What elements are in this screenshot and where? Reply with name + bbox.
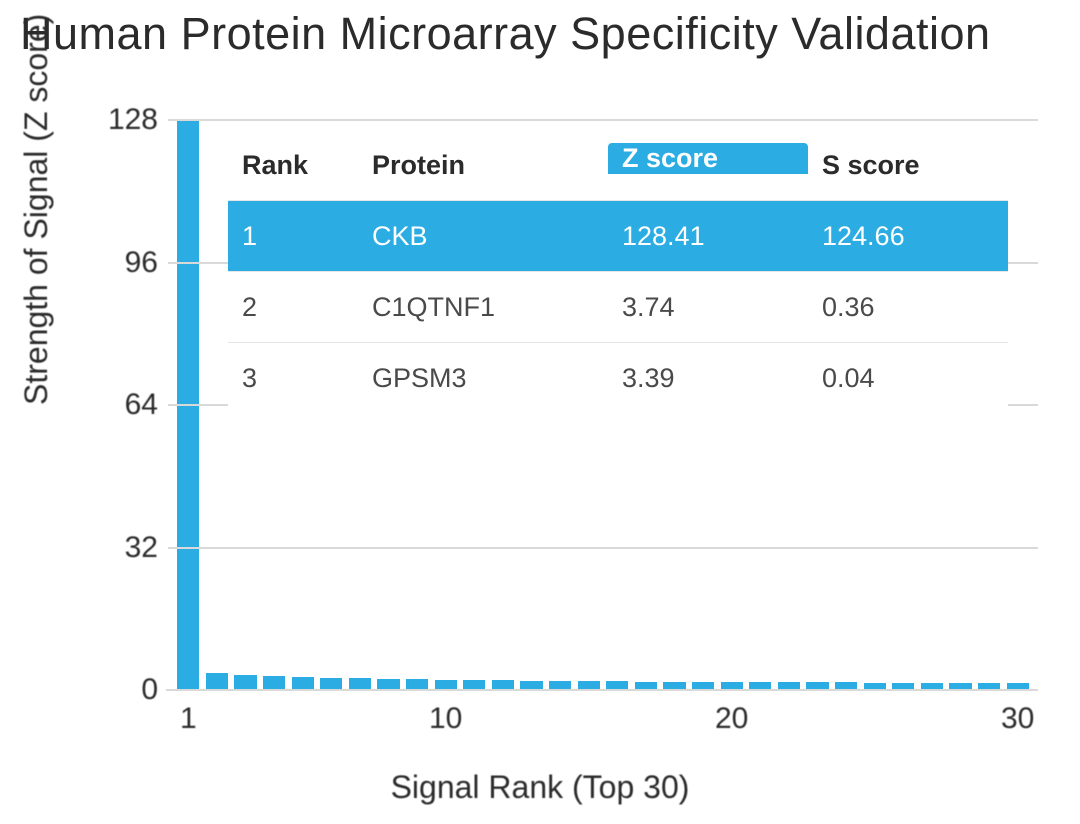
cell-sscore: 0.04 [808,363,1008,394]
cell-zscore: 3.39 [608,363,808,394]
cell-protein: GPSM3 [358,363,608,394]
cell-rank: 1 [228,221,358,252]
chart-xtick: 30 [1001,702,1034,736]
chart-title: Human Protein Microarray Specificity Val… [0,8,1080,60]
chart-ytick: 32 [98,531,158,565]
cell-rank: 3 [228,363,358,394]
table-header-row: Rank Protein Z score S score [228,130,1008,201]
chart-bar [234,675,256,690]
chart-ytick: 128 [98,103,158,137]
table-header-rank: Rank [228,150,358,181]
chart-ytick: 96 [98,246,158,280]
table-row: 2C1QTNF13.740.36 [228,272,1008,343]
chart-xtick: 20 [715,702,748,736]
chart-xtick: 10 [429,702,462,736]
cell-protein: C1QTNF1 [358,292,608,323]
inset-table: Rank Protein Z score S score 1CKB128.411… [228,130,1008,413]
chart-bar [263,676,285,690]
table-header-zscore: Z score [608,143,808,174]
cell-sscore: 124.66 [808,221,1008,252]
chart-xlabel: Signal Rank (Top 30) [0,769,1080,806]
table-header-sscore: S score [808,150,1008,181]
cell-rank: 2 [228,292,358,323]
chart-bar [206,673,228,690]
cell-protein: CKB [358,221,608,252]
chart-gridline [168,547,1038,549]
table-row: 3GPSM33.390.04 [228,343,1008,413]
cell-zscore: 128.41 [608,221,808,252]
chart-gridline [168,119,1038,121]
table-row: 1CKB128.41124.66 [228,201,1008,272]
page-root: Human Protein Microarray Specificity Val… [0,0,1080,824]
chart-ytick: 64 [98,388,158,422]
chart-baseline [166,689,1038,691]
cell-sscore: 0.36 [808,292,1008,323]
chart-ytick: 0 [98,673,158,707]
table-header-protein: Protein [358,150,608,181]
chart-ylabel: Strength of Signal (Z score) [18,14,55,405]
cell-zscore: 3.74 [608,292,808,323]
chart-xtick: 1 [180,702,197,736]
